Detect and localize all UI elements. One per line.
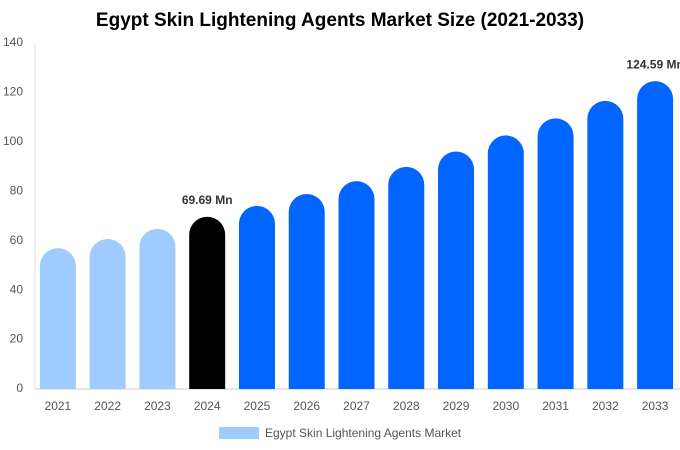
y-tick-label: 140: [3, 35, 23, 49]
y-tick-label: 0: [16, 381, 23, 395]
x-tick-label: 2023: [144, 399, 171, 413]
bar: [189, 216, 226, 389]
x-tick-label: 2029: [443, 399, 470, 413]
y-tick-label: 120: [3, 85, 23, 99]
bar: [238, 205, 275, 389]
bar: [288, 194, 325, 389]
bar: [139, 228, 176, 389]
bar: [89, 238, 126, 389]
y-tick-label: 100: [3, 134, 23, 148]
legend-label: Egypt Skin Lightening Agents Market: [265, 426, 462, 440]
x-tick-label: 2025: [244, 399, 271, 413]
x-tick-label: 2028: [393, 399, 420, 413]
bar: [487, 135, 524, 389]
bar: [438, 151, 475, 389]
data-label: 69.69 Mn: [182, 193, 233, 207]
bar: [39, 248, 76, 389]
x-tick-label: 2022: [94, 399, 121, 413]
y-tick-label: 40: [10, 282, 24, 296]
y-tick-label: 20: [10, 332, 24, 346]
x-tick-label: 2032: [592, 399, 619, 413]
x-tick-label: 2027: [343, 399, 370, 413]
bar: [537, 118, 574, 389]
x-tick-label: 2026: [293, 399, 320, 413]
legend-swatch: [219, 427, 259, 439]
chart-title: Egypt Skin Lightening Agents Market Size…: [96, 10, 584, 31]
bar: [338, 181, 375, 389]
x-tick-label: 2033: [642, 399, 669, 413]
bar: [637, 81, 674, 389]
y-tick-label: 60: [10, 233, 24, 247]
data-label: 124.59 Mn: [626, 57, 680, 71]
x-tick-label: 2021: [45, 399, 72, 413]
bar: [587, 100, 624, 390]
x-tick-label: 2031: [542, 399, 569, 413]
y-tick-label: 80: [10, 183, 24, 197]
bar: [388, 166, 425, 389]
x-tick-label: 2024: [194, 399, 221, 413]
x-tick-label: 2030: [492, 399, 519, 413]
